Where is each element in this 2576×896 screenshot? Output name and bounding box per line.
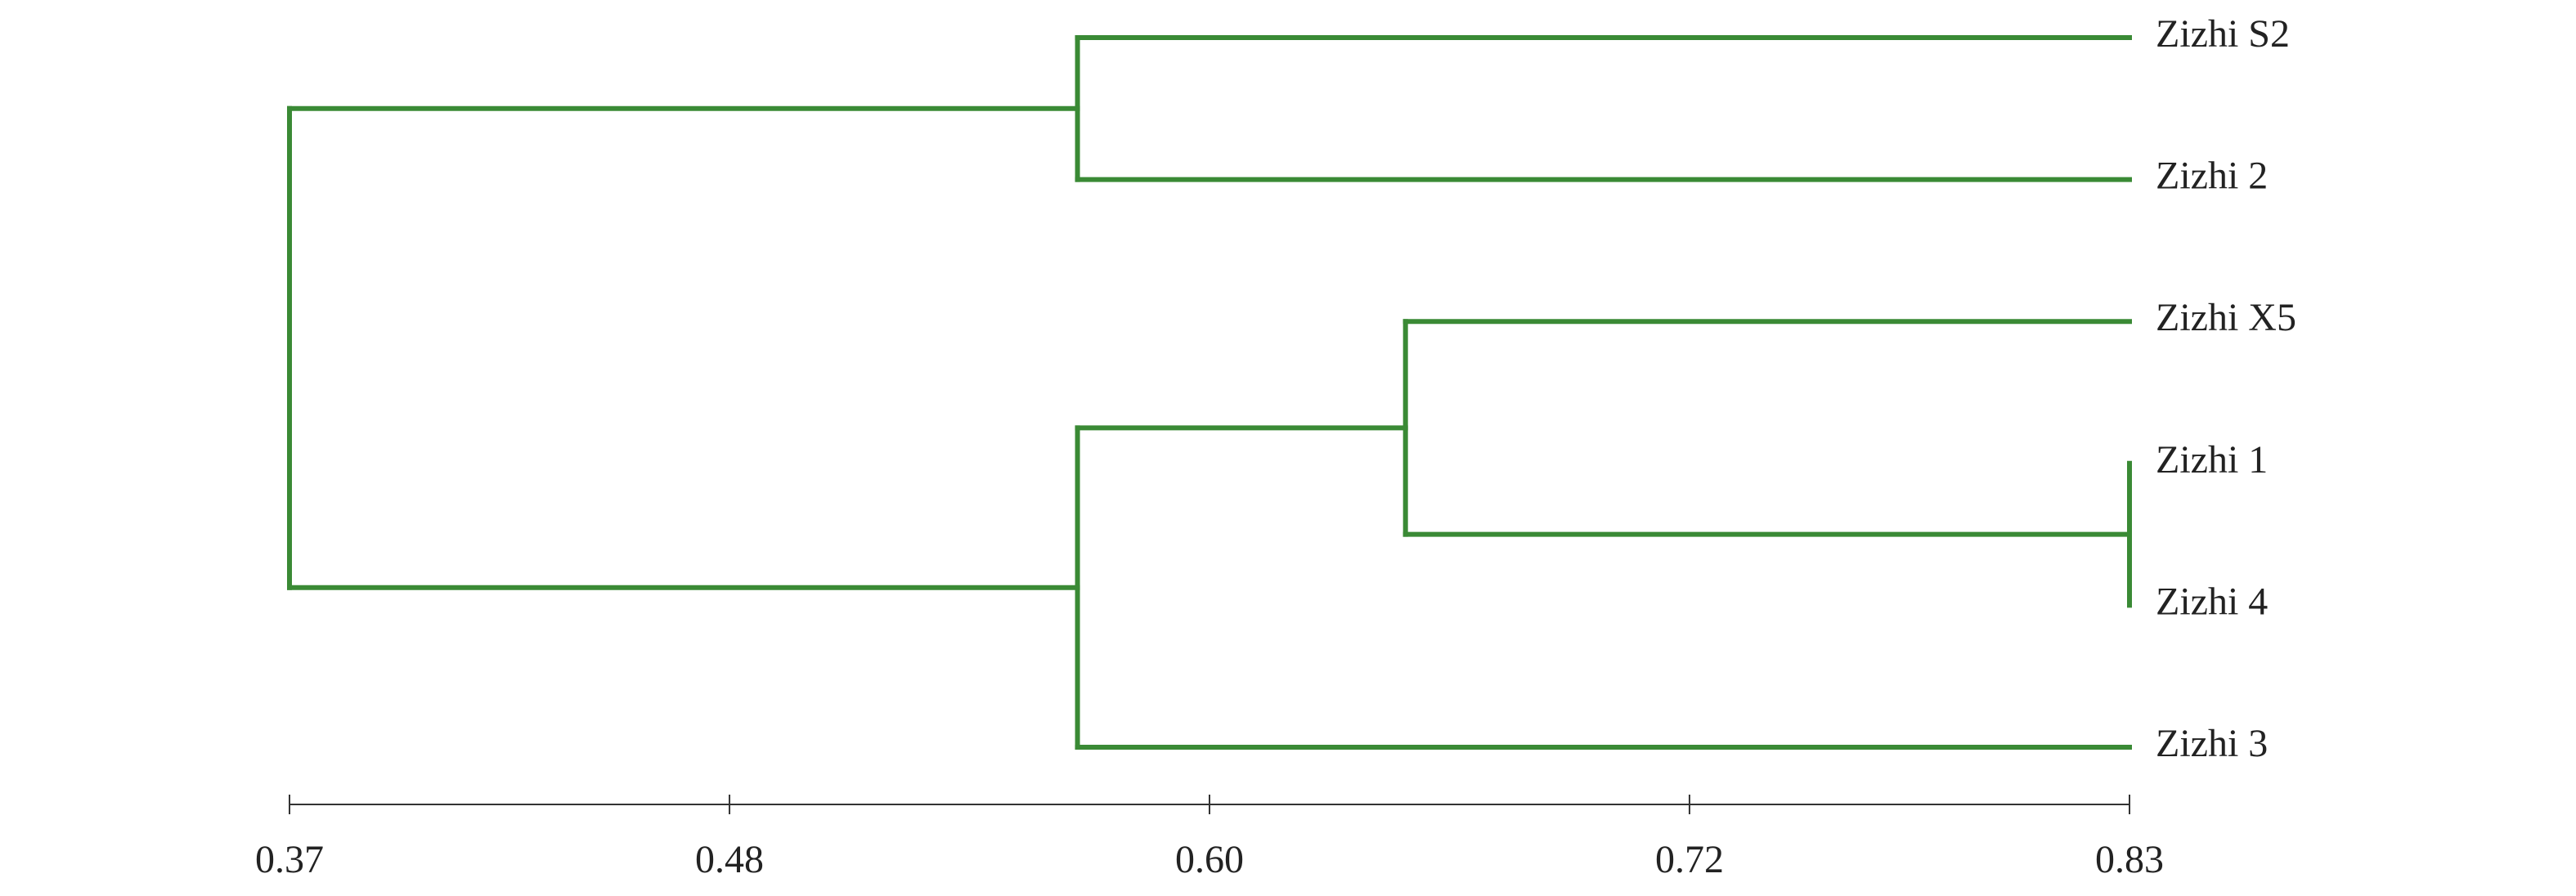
x-tick-label: 0.83: [2095, 838, 2164, 881]
leaf-label: Zizhi 1: [2156, 438, 2268, 482]
x-tick-label: 0.37: [255, 838, 324, 881]
leaf-label: Zizhi 2: [2156, 155, 2268, 198]
x-tick-label: 0.60: [1175, 838, 1244, 881]
leaf-label: Zizhi 4: [2156, 580, 2268, 623]
leaf-label: Zizhi X5: [2156, 296, 2296, 339]
x-tick-label: 0.48: [695, 838, 764, 881]
x-tick-label: 0.72: [1655, 838, 1724, 881]
leaf-label: Zizhi 3: [2156, 722, 2268, 765]
leaf-label: Zizhi S2: [2156, 12, 2290, 56]
